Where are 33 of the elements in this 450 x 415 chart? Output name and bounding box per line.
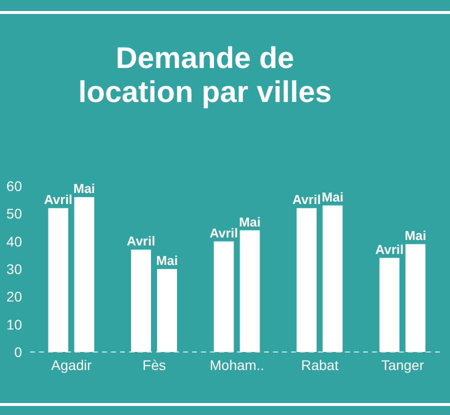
series-label: Mai [156,253,178,268]
y-tick-label: 60 [6,178,22,194]
text: Mai [404,228,426,244]
y-tick-label: 20 [6,288,22,305]
bar [405,244,426,352]
text: Mai [238,214,261,230]
x-tick-label: Rabat [301,356,339,373]
y-tick-label: 30 [6,260,22,277]
y-tick-label: 50 [6,206,22,222]
text: Avril [210,225,238,240]
bar [240,230,260,352]
y-tick-label: 10 [6,316,22,332]
y-tick-label: 40 [6,233,22,250]
bar [157,269,178,352]
x-tick-label: Tanger [381,356,424,373]
bar [214,241,234,352]
text: Mai [322,189,344,204]
bar [296,208,317,352]
series-label: Avril [126,234,156,249]
x-tick-label: Fès [142,356,166,373]
bar [74,197,94,352]
bar [379,258,400,352]
bar [48,208,68,352]
text: Mai [73,181,96,196]
y-tick-label: 0 [14,344,22,360]
text: Avril [44,192,72,208]
text: Avril [375,242,404,257]
bar [131,250,152,352]
x-tick-label: Agadir [51,356,92,373]
chart-title: Demande de location par villes [77,42,333,110]
x-tick-label: Moham.. [210,356,264,373]
bar [322,205,343,352]
text: Avril [292,192,321,208]
